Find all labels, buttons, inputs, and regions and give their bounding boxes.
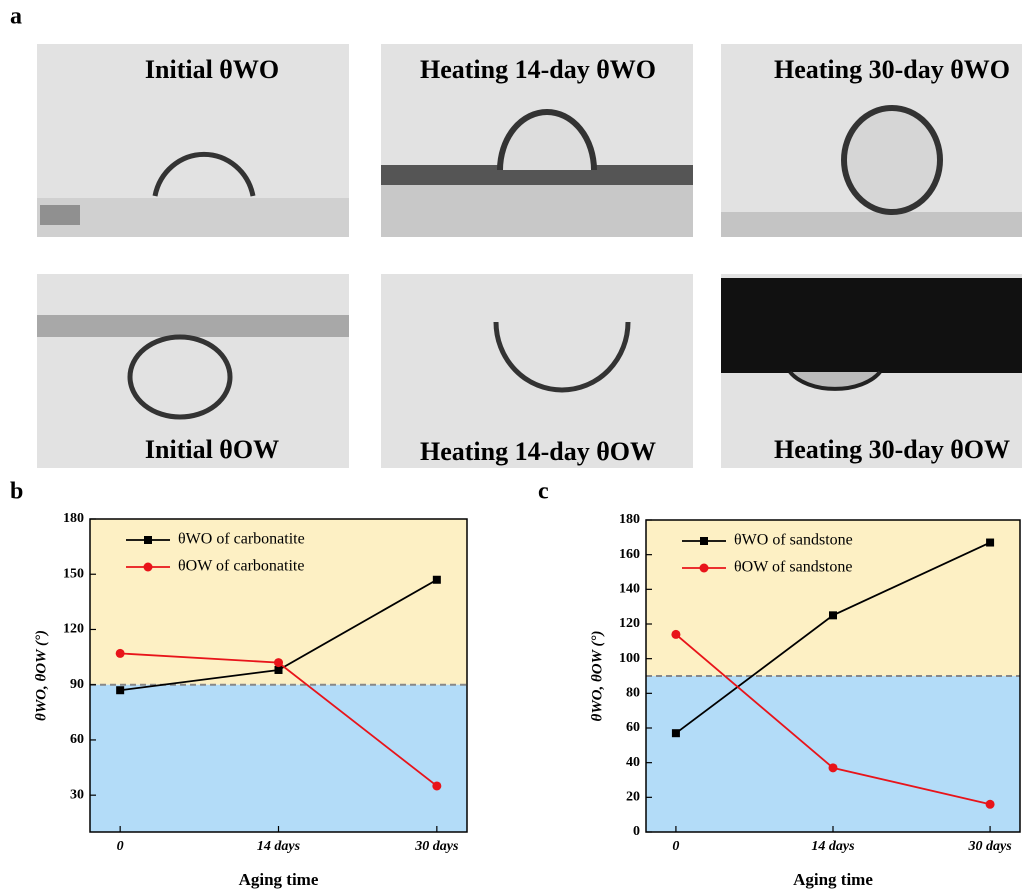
x-tick-label: 0 xyxy=(672,839,679,854)
photo-caption: Heating 30-day θWO xyxy=(774,55,1010,84)
legend-marker xyxy=(144,536,152,544)
data-point xyxy=(432,781,441,790)
x-tick-label: 14 days xyxy=(257,839,301,854)
legend-label: θOW of carbonatite xyxy=(178,558,304,575)
y-tick-label: 120 xyxy=(619,616,640,631)
photo: Initial θWO xyxy=(37,44,349,237)
panel-letter: c xyxy=(538,479,549,505)
data-point xyxy=(275,666,283,674)
photo: Heating 30-day θWO xyxy=(721,44,1022,237)
data-point xyxy=(116,649,125,658)
y-tick-label: 160 xyxy=(619,547,640,562)
photo-caption: Heating 14-day θWO xyxy=(420,55,656,84)
y-tick-label: 150 xyxy=(63,566,84,581)
legend-marker xyxy=(144,563,153,572)
legend-label: θWO of carbonatite xyxy=(178,531,305,548)
legend-label: θWO of sandstone xyxy=(734,532,853,549)
data-point xyxy=(986,800,995,809)
data-point xyxy=(672,729,680,737)
y-axis-label: θWO, θOW (°) xyxy=(589,631,605,722)
y-tick-label: 30 xyxy=(70,787,84,802)
y-tick-label: 90 xyxy=(70,677,84,692)
photo-caption: Initial θWO xyxy=(145,55,279,84)
y-tick-label: 60 xyxy=(70,732,84,747)
photo-caption: Heating 14-day θOW xyxy=(420,437,656,466)
figure: a b c Initial θWO Heating 14-day θWO Hea… xyxy=(0,0,1022,889)
region-below xyxy=(90,685,467,832)
y-axis-label: θWO, θOW (°) xyxy=(33,630,49,721)
x-axis-label: Aging time xyxy=(239,870,319,889)
legend-label: θOW of sandstone xyxy=(734,559,852,576)
data-point xyxy=(671,630,680,639)
legend-marker xyxy=(700,537,708,545)
data-point xyxy=(829,763,838,772)
data-point xyxy=(116,686,124,694)
y-tick-label: 80 xyxy=(626,686,640,701)
x-tick-label: 30 days xyxy=(967,839,1012,854)
x-tick-label: 0 xyxy=(117,839,124,854)
photo: Initial θOW xyxy=(37,274,349,468)
region-below xyxy=(646,676,1020,832)
photo: Heating 30-day θOW xyxy=(721,274,1022,468)
photo-caption: Initial θOW xyxy=(145,435,279,464)
y-tick-label: 180 xyxy=(619,512,640,527)
y-tick-label: 40 xyxy=(626,755,640,770)
photo-caption: Heating 30-day θOW xyxy=(774,435,1010,464)
x-tick-label: 30 days xyxy=(414,839,459,854)
y-tick-label: 60 xyxy=(626,720,640,735)
panel-letter: a xyxy=(10,4,22,30)
y-tick-label: 120 xyxy=(63,622,84,637)
data-point xyxy=(274,658,283,667)
y-tick-label: 180 xyxy=(63,511,84,526)
photo: Heating 14-day θOW xyxy=(381,274,693,468)
panel-letter: b xyxy=(10,479,23,505)
y-tick-label: 140 xyxy=(619,582,640,597)
data-point xyxy=(433,576,441,584)
y-tick-label: 100 xyxy=(619,651,640,666)
data-point xyxy=(986,539,994,547)
x-axis-label: Aging time xyxy=(793,870,873,889)
y-tick-label: 20 xyxy=(626,790,640,805)
y-tick-label: 0 xyxy=(633,824,640,839)
legend-marker xyxy=(700,564,709,573)
x-tick-label: 14 days xyxy=(811,839,855,854)
data-point xyxy=(829,611,837,619)
photo: Heating 14-day θWO xyxy=(381,44,693,237)
